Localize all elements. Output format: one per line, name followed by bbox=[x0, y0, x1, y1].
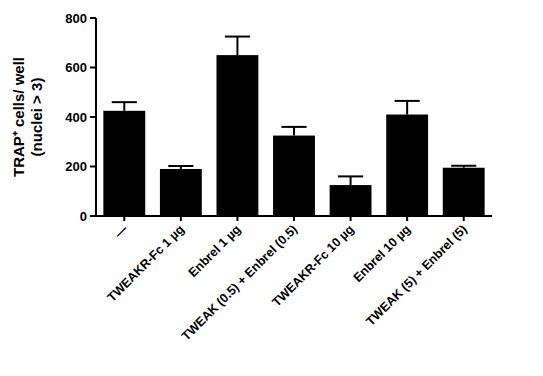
bar bbox=[386, 115, 428, 216]
error-cap bbox=[338, 175, 363, 177]
y-tick-label: 200 bbox=[65, 159, 87, 174]
y-tick bbox=[90, 67, 96, 69]
bar bbox=[443, 168, 485, 216]
error-bar bbox=[338, 176, 363, 185]
bar bbox=[103, 111, 145, 216]
x-tick bbox=[406, 216, 408, 221]
bar bbox=[160, 169, 202, 216]
x-tick-label: TWEAKR-Fc 10 µg bbox=[270, 222, 357, 309]
x-tick bbox=[293, 216, 295, 221]
error-bar bbox=[451, 166, 476, 168]
error-stem bbox=[236, 37, 238, 56]
error-cap bbox=[451, 165, 476, 167]
error-stem bbox=[406, 101, 408, 115]
error-bar bbox=[395, 101, 420, 115]
y-tick-label: 600 bbox=[65, 60, 87, 75]
bar bbox=[330, 185, 372, 216]
error-cap bbox=[395, 100, 420, 102]
x-tick bbox=[123, 216, 125, 221]
x-tick bbox=[180, 216, 182, 221]
error-stem bbox=[293, 127, 295, 136]
bar bbox=[273, 136, 315, 216]
chart-container: 0200400600800—TWEAKR-Fc 1 µgEnbrel 1 µgT… bbox=[0, 0, 543, 376]
y-tick bbox=[90, 17, 96, 19]
x-tick-label: Enbrel 10 µg bbox=[351, 222, 414, 285]
x-tick-label: TWEAKR-Fc 1 µg bbox=[105, 222, 187, 304]
y-tick-label: 800 bbox=[65, 11, 87, 26]
y-tick bbox=[90, 166, 96, 168]
y-axis-label: TRAP⁺ cells/ well bbox=[10, 57, 27, 177]
error-bar bbox=[168, 166, 193, 169]
error-cap bbox=[112, 101, 137, 103]
y-tick-label: 400 bbox=[65, 110, 87, 125]
x-tick-label: Enbrel 1 µg bbox=[186, 222, 244, 280]
error-cap bbox=[168, 165, 193, 167]
y-tick-label: 0 bbox=[80, 209, 87, 224]
x-tick-label: TWEAK (5) + Enbrel (5) bbox=[363, 222, 469, 328]
y-tick bbox=[90, 215, 96, 217]
x-tick bbox=[463, 216, 465, 221]
plot-area bbox=[103, 37, 484, 216]
x-tick-label: TWEAK (0.5) + Enbrel (0.5) bbox=[179, 222, 300, 343]
error-bar bbox=[112, 102, 137, 111]
x-tick-label: — bbox=[112, 222, 131, 241]
x-tick bbox=[236, 216, 238, 221]
error-stem bbox=[123, 102, 125, 111]
error-cap bbox=[281, 126, 306, 128]
y-tick bbox=[90, 116, 96, 118]
error-stem bbox=[350, 176, 352, 185]
bar bbox=[216, 55, 258, 216]
error-bar bbox=[281, 127, 306, 136]
y-axis-label: (nuclei > 3) bbox=[28, 78, 45, 157]
error-cap bbox=[225, 36, 250, 38]
chart-svg: 0200400600800—TWEAKR-Fc 1 µgEnbrel 1 µgT… bbox=[0, 0, 543, 376]
x-tick bbox=[350, 216, 352, 221]
error-bar bbox=[225, 37, 250, 56]
